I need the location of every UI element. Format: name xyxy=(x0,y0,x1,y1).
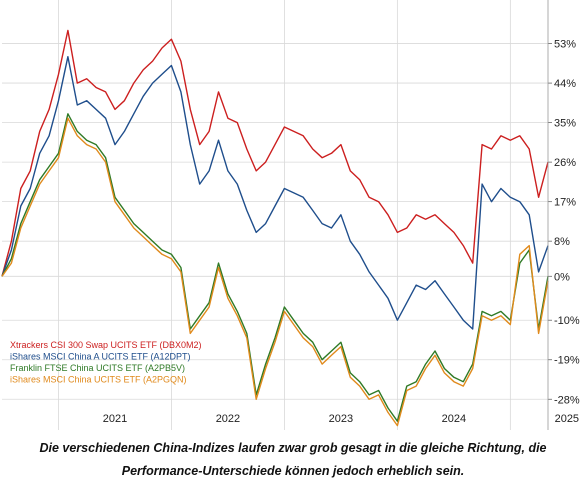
axes: 53% 44% 35% 26% 17% 8% 0% -10% -19% -28% 2021 2022 2… xyxy=(103,0,580,430)
grid-lines xyxy=(2,0,548,430)
x-tick-label: 2022 xyxy=(216,413,240,425)
plot-background xyxy=(0,0,586,436)
legend-item: iShares MSCI China A UCITS ETF (A12DPT) xyxy=(10,352,191,362)
legend-item: iShares MSCI China UCITS ETF (A2PGQN) xyxy=(10,375,187,385)
y-tick-label: -19% xyxy=(554,355,580,367)
y-tick-label: 53% xyxy=(554,39,576,51)
series-lines xyxy=(1,29,549,427)
x-tick-label: 2025 xyxy=(555,413,579,425)
legend-item: Xtrackers CSI 300 Swap UCITS ETF (DBX0M2… xyxy=(10,340,202,350)
y-tick-label: 35% xyxy=(554,118,576,130)
caption-line-2: Performance-Unterschiede können jedoch e… xyxy=(121,464,465,478)
x-tick-label: 2021 xyxy=(103,413,127,425)
series-line xyxy=(1,113,549,422)
x-tick-label: 2023 xyxy=(329,413,353,425)
y-tick-label: -10% xyxy=(554,315,580,327)
y-tick-label: -28% xyxy=(554,394,580,406)
series-line xyxy=(1,56,549,330)
caption-line-1: Die verschiedenen China-Indizes laufen z… xyxy=(39,441,547,455)
y-tick-label: 17% xyxy=(554,197,576,209)
legend-item: Franklin FTSE China UCITS ETF (A2PB5V) xyxy=(10,363,185,373)
x-tick-label: 2024 xyxy=(442,413,466,425)
figure-caption: Die verschiedenen China-Indizes laufen z… xyxy=(0,437,586,483)
series-line xyxy=(1,29,549,277)
series-line xyxy=(1,117,549,427)
chart-frame: 53% 44% 35% 26% 17% 8% 0% -10% -19% -28% 2021 2022 2… xyxy=(0,0,586,436)
chart-svg: 53% 44% 35% 26% 17% 8% 0% -10% -19% -28% 2021 2022 2… xyxy=(0,0,586,436)
y-tick-label: 26% xyxy=(554,157,576,169)
legend: Xtrackers CSI 300 Swap UCITS ETF (DBX0M2… xyxy=(10,340,202,385)
y-tick-label: 8% xyxy=(554,236,570,248)
y-tick-label: 0% xyxy=(554,271,570,283)
y-tick-label: 44% xyxy=(554,78,576,90)
